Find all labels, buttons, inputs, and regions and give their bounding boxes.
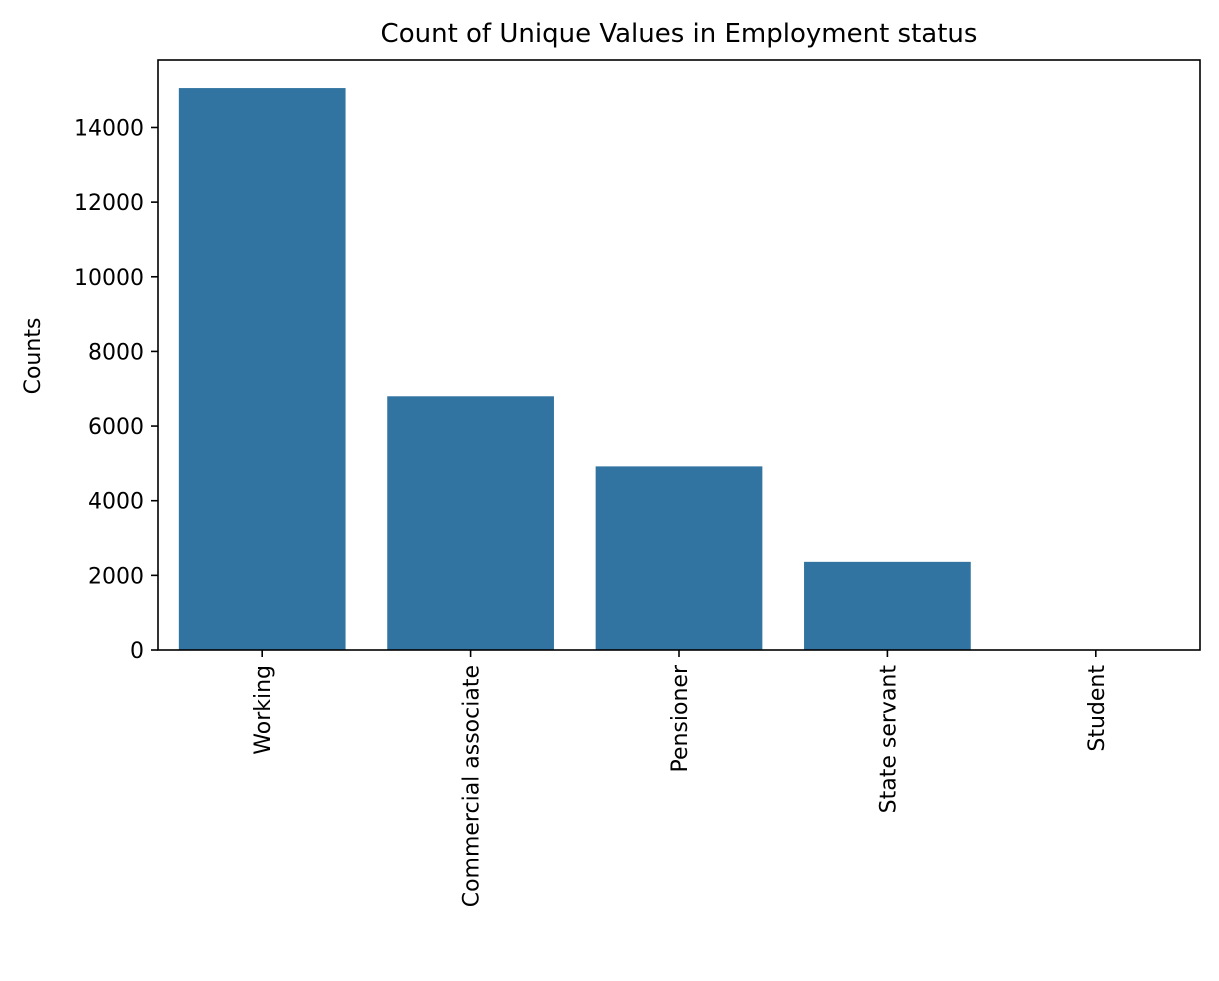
bar <box>387 396 554 650</box>
x-tick-label: Student <box>1085 665 1110 752</box>
y-tick-label: 0 <box>130 639 144 664</box>
y-tick-label: 14000 <box>74 116 144 141</box>
y-tick-label: 10000 <box>74 266 144 291</box>
plot-frame <box>157 59 1201 651</box>
y-axis-label: Counts <box>21 318 46 395</box>
bar <box>178 88 346 651</box>
y-tick-label: 4000 <box>88 490 144 515</box>
x-ticks-group: Working Commercial associate Pensioner Stat… <box>251 650 1110 907</box>
y-tick-label: 12000 <box>74 191 144 216</box>
x-tick-label: Pensioner <box>668 664 693 772</box>
x-tick-label: State servant <box>876 665 901 814</box>
y-tick-label: 6000 <box>88 415 144 440</box>
bar <box>804 561 971 650</box>
x-tick-label: Commercial associate <box>460 665 485 907</box>
bar <box>595 466 763 650</box>
bars-group <box>178 88 1180 651</box>
y-tick-label: 2000 <box>88 564 144 589</box>
x-tick-label: Working <box>251 665 276 755</box>
y-ticks-group: 0 2000 4000 6000 8000 10000 12000 14000 <box>74 116 158 664</box>
chart-title: Count of Unique Values in Employment sta… <box>381 19 978 49</box>
y-tick-label: 8000 <box>88 340 144 365</box>
